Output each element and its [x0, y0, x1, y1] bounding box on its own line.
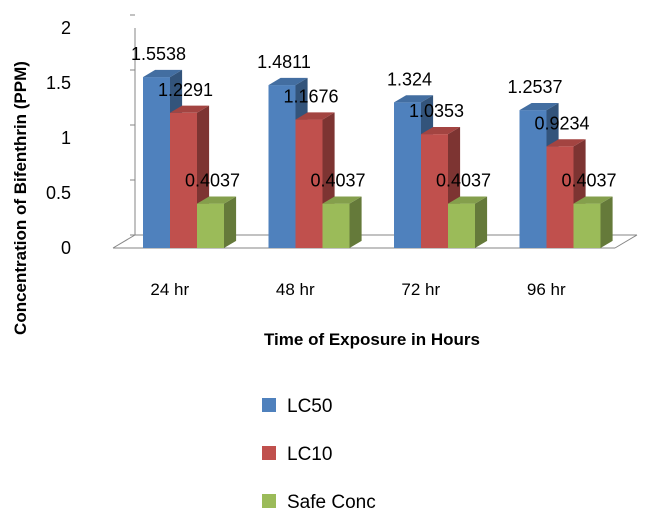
legend-swatch — [262, 398, 276, 412]
data-label: 0.4037 — [561, 171, 616, 191]
y-axis-title: Concentration of Bifenthrin (PPM) — [11, 61, 30, 335]
bar-top — [295, 112, 335, 120]
bar-side — [475, 196, 488, 248]
bar-side — [600, 196, 613, 248]
bar-side — [349, 196, 362, 248]
x-tick-labels: 24 hr 48 hr 72 hr 96 hr — [150, 280, 566, 299]
bar-front — [519, 110, 547, 248]
bar — [421, 126, 461, 248]
y-tick-label: 1 — [61, 128, 71, 148]
bar-top — [268, 77, 308, 86]
data-label: 0.4037 — [310, 171, 365, 191]
legend: LC50 LC10 Safe Conc — [262, 396, 376, 512]
data-label: 1.4811 — [257, 52, 311, 72]
bar-front — [197, 203, 224, 248]
bar-top — [448, 196, 488, 204]
data-label: 0.4037 — [436, 171, 491, 191]
y-tick-label: 1.5 — [46, 73, 71, 93]
data-labels: 1.5538 1.2291 0.4037 1.4811 1.1676 0.4037 1.32… — [131, 44, 617, 191]
legend-swatch — [262, 446, 276, 460]
floor-left-edge — [112, 234, 136, 249]
legend-label: LC50 — [287, 396, 332, 417]
bar — [197, 196, 237, 248]
data-label: 1.0353 — [409, 101, 464, 121]
x-axis-title: Time of Exposure in Hours — [264, 330, 480, 349]
legend-item: Safe Conc — [262, 492, 376, 512]
chart-bars — [143, 69, 613, 249]
data-label: 1.5538 — [131, 44, 186, 64]
x-tick-label: 24 hr — [150, 280, 189, 299]
bar-top — [394, 95, 434, 103]
y-tick-labels: 0 0.5 1 1.5 2 — [46, 18, 71, 258]
bar-front — [448, 203, 475, 248]
x-tick-label: 72 hr — [401, 280, 440, 299]
bar-top — [197, 196, 237, 204]
bar-top — [421, 126, 461, 135]
bar-top — [143, 69, 183, 78]
bar-top — [519, 102, 559, 111]
bar — [448, 196, 488, 248]
bar-top — [573, 196, 613, 204]
y-tick-label: 0.5 — [46, 183, 71, 203]
bar-front — [268, 85, 296, 248]
bar-front — [394, 102, 421, 248]
data-label: 1.2537 — [507, 77, 562, 97]
data-label: 0.4037 — [185, 171, 240, 191]
x-tick-label: 48 hr — [276, 280, 315, 299]
bar-front — [421, 134, 448, 248]
bar — [322, 196, 362, 248]
bar-side — [224, 196, 237, 248]
bar-front — [295, 119, 323, 249]
y-tick-label: 0 — [61, 238, 71, 258]
floor-right-edge — [614, 234, 638, 249]
legend-label: LC10 — [287, 444, 332, 465]
bar-front — [322, 203, 350, 248]
data-label: 1.1676 — [283, 87, 338, 107]
x-tick-label: 96 hr — [527, 280, 566, 299]
data-label: 1.2291 — [158, 80, 213, 100]
bar-top — [170, 105, 210, 113]
bar-front — [143, 77, 170, 248]
bar-front — [546, 146, 574, 248]
legend-item: LC10 — [262, 444, 332, 465]
data-label: 0.9234 — [534, 113, 589, 133]
bar-top — [322, 196, 362, 204]
bar-front — [170, 112, 197, 248]
legend-item: LC50 — [262, 396, 332, 417]
bar-top — [546, 139, 586, 147]
data-label: 1.324 — [387, 69, 432, 89]
bar-front — [573, 203, 601, 248]
y-tick-label: 2 — [61, 18, 71, 38]
legend-swatch — [262, 494, 276, 508]
legend-label: Safe Conc — [287, 492, 376, 512]
bar — [573, 196, 613, 248]
